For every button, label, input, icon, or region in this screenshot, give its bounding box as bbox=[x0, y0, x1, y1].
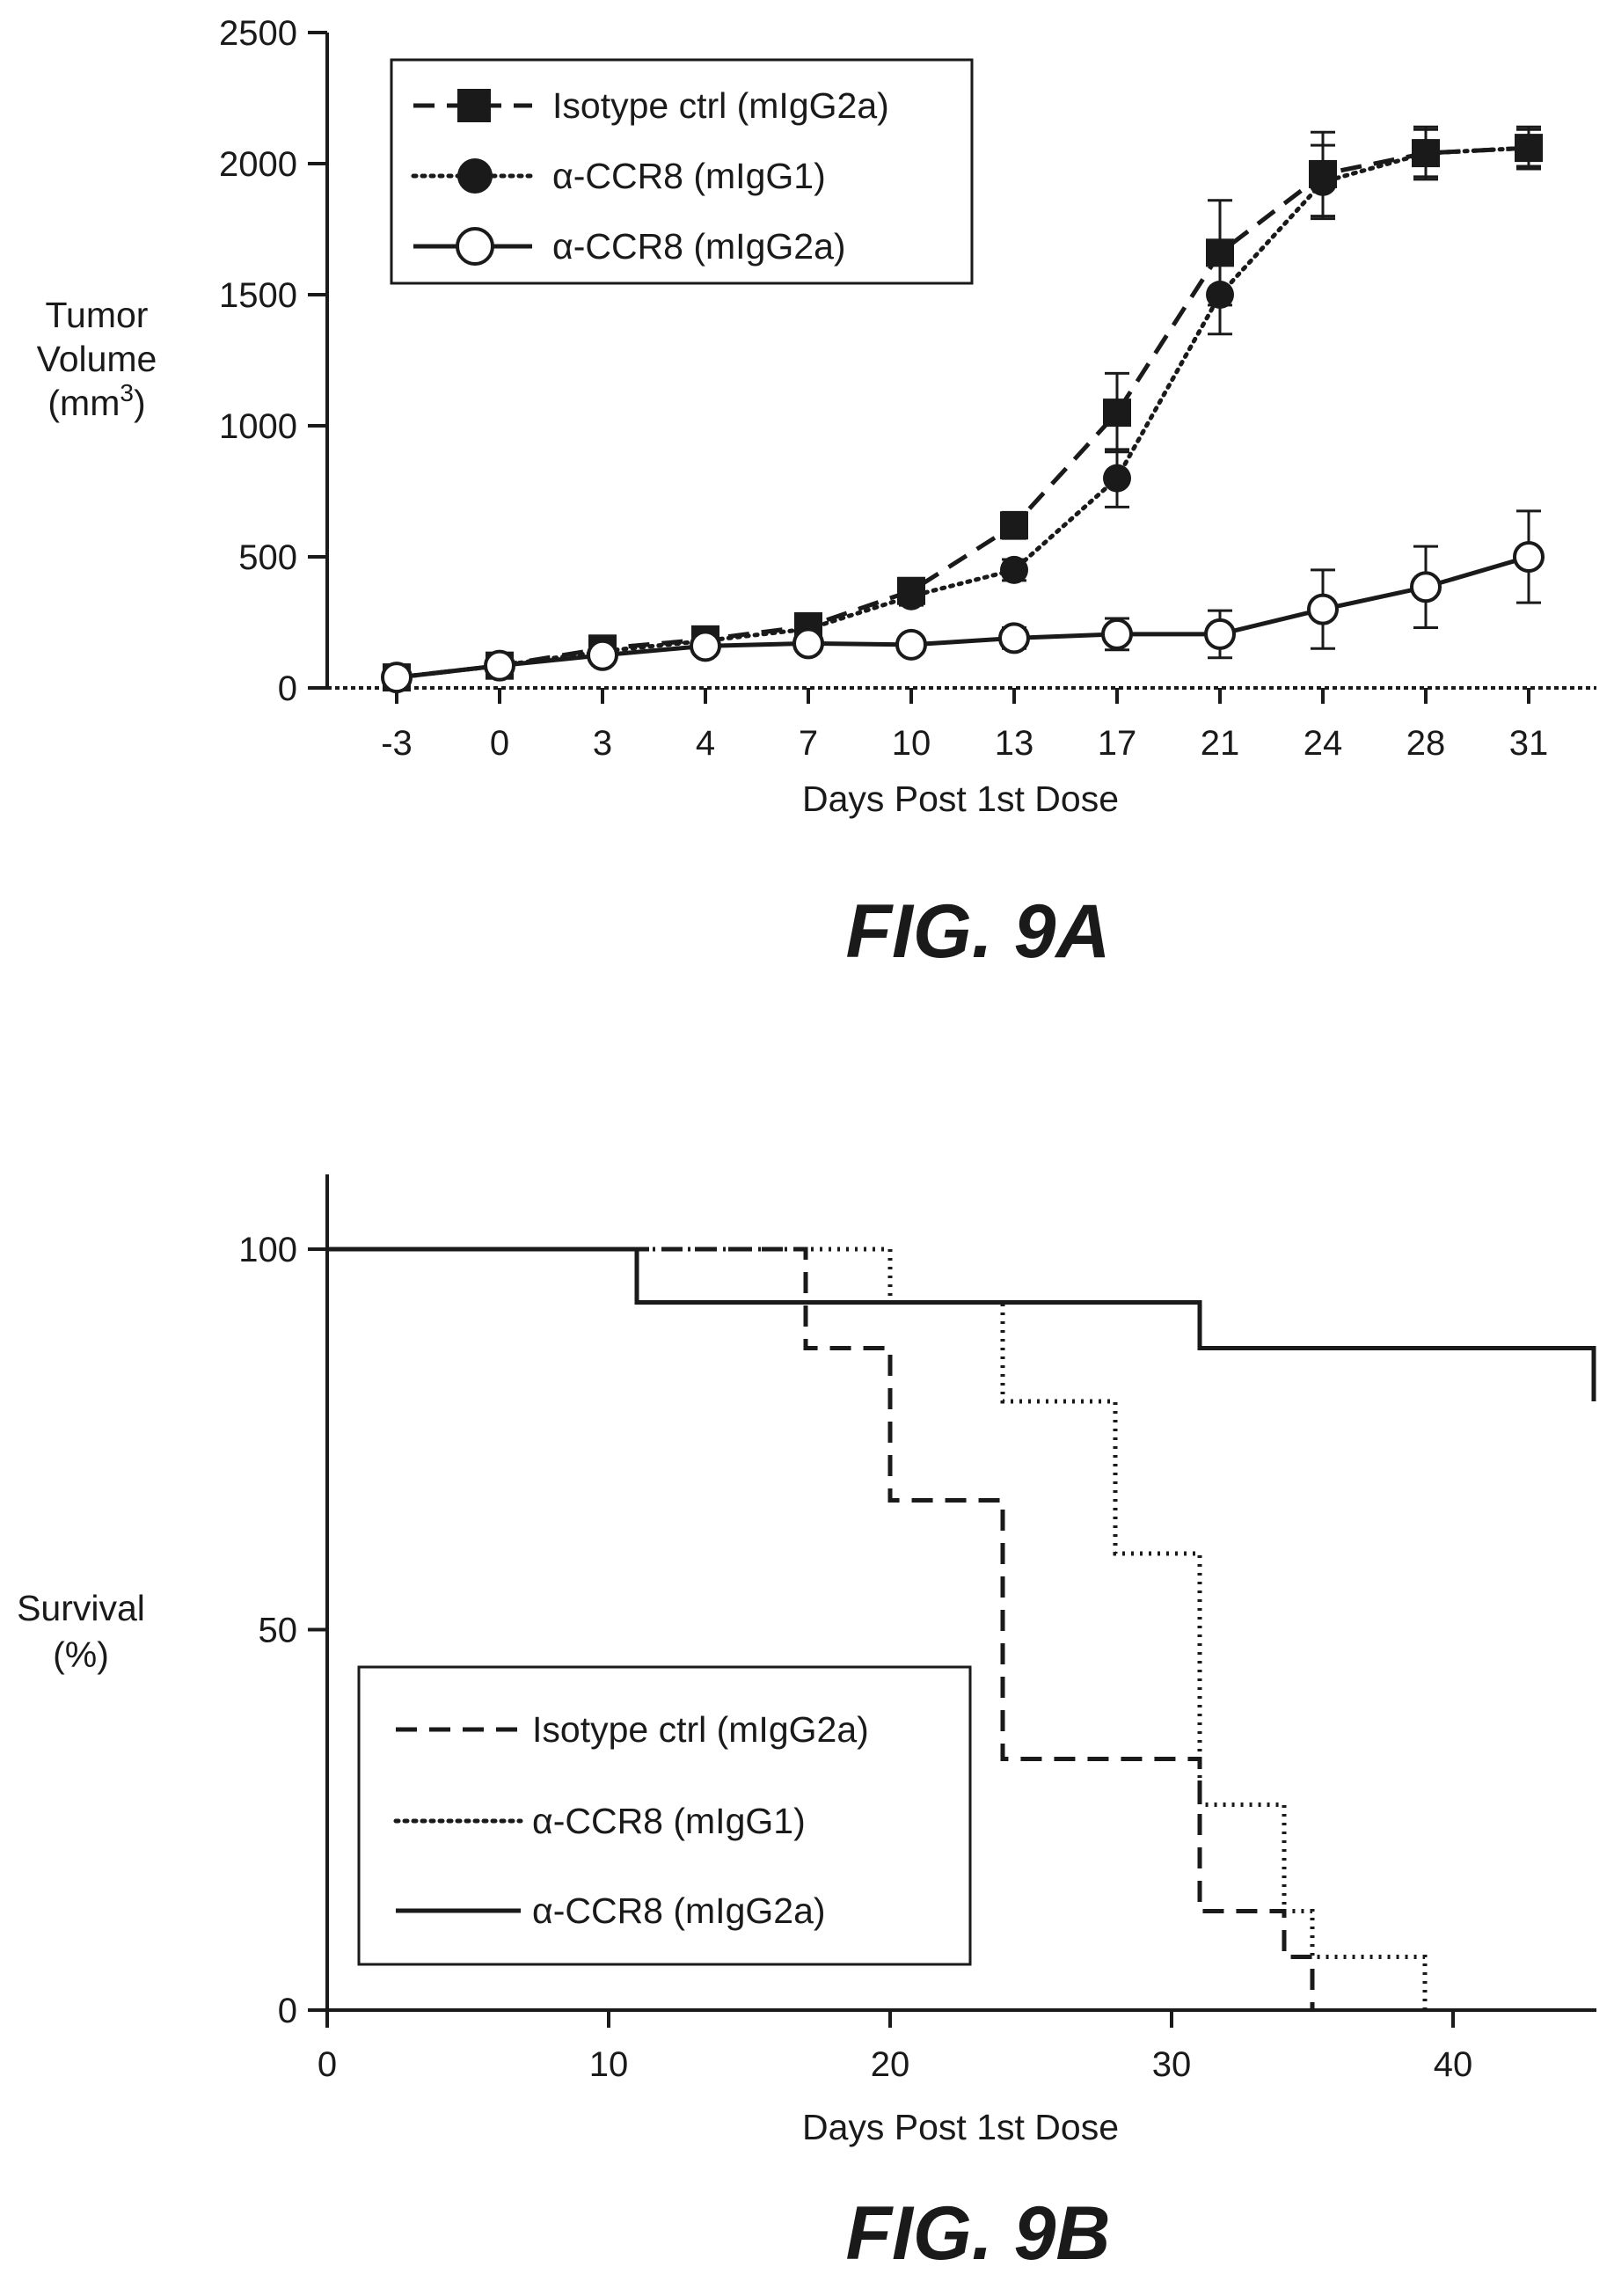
a-series-2 bbox=[381, 509, 1545, 694]
b-x-tick-label: 20 bbox=[871, 2045, 910, 2084]
b-axes: 0 50 100 0 10 20 30 40 bbox=[238, 1174, 1596, 2084]
a-y-tick-label: 500 bbox=[238, 538, 297, 577]
a-series-line bbox=[394, 145, 1531, 680]
tumor-volume-chart: 0 500 1000 1500 2000 2500 -3 0 3 4 7 10 13 17 21 24 28 31… bbox=[37, 14, 1596, 974]
b-survival-curve-2 bbox=[327, 1247, 1596, 1401]
a-legend-item-mIgG1: α-CCR8 (mIgG1) bbox=[411, 156, 826, 196]
a-y-tick-label: 2500 bbox=[219, 14, 297, 53]
b-legend-item-mIgG2a: α-CCR8 (mIgG2a) bbox=[396, 1890, 826, 1931]
b-legend: Isotype ctrl (mIgG2a) α-CCR8 (mIgG1) α-C… bbox=[357, 1665, 972, 1966]
b-y-tick-label: 100 bbox=[238, 1231, 297, 1269]
a-point-open-circle bbox=[587, 639, 618, 671]
a-legend-label-isotype: Isotype ctrl (mIgG2a) bbox=[552, 85, 889, 126]
a-y-tick-label: 1000 bbox=[219, 407, 297, 446]
a-point-open-circle bbox=[1410, 571, 1442, 603]
a-legend-item-mIgG2a: α-CCR8 (mIgG2a) bbox=[413, 226, 846, 267]
a-x-tick-label: 10 bbox=[892, 724, 931, 763]
a-point-square bbox=[1103, 399, 1131, 428]
b-legend-label-mIgG2a: α-CCR8 (mIgG2a) bbox=[532, 1890, 826, 1931]
a-point-open-circle bbox=[1307, 593, 1339, 625]
a-series-0 bbox=[383, 125, 1543, 692]
a-y-axis-title: Tumor Volume (mm3) bbox=[37, 295, 157, 423]
a-y-tick-label: 2000 bbox=[219, 145, 297, 184]
a-ylabel-line-2: Volume bbox=[37, 339, 157, 379]
a-y-tick-label: 1500 bbox=[219, 276, 297, 315]
b-ylabel-line-1: Survival bbox=[17, 1588, 145, 1628]
b-survival-curve-0 bbox=[327, 1247, 1315, 2010]
a-x-tick-label: 21 bbox=[1201, 724, 1240, 763]
a-x-tick-label: 31 bbox=[1509, 724, 1549, 763]
b-legend-box bbox=[357, 1665, 972, 1966]
a-legend-item-isotype: Isotype ctrl (mIgG2a) bbox=[413, 85, 889, 126]
a-legend-label-mIgG2a: α-CCR8 (mIgG2a) bbox=[552, 226, 846, 267]
a-x-tick-label: 4 bbox=[696, 724, 715, 763]
b-ylabel-line-2: (%) bbox=[53, 1634, 109, 1675]
b-y-tick-label: 0 bbox=[278, 1992, 297, 2030]
b-y-tick-label: 50 bbox=[259, 1612, 298, 1650]
a-point-open-circle bbox=[1101, 618, 1133, 650]
a-x-tick-label: -3 bbox=[381, 724, 413, 763]
survival-chart: 0 50 100 0 10 20 30 40 Survival (%) Days Post 1… bbox=[17, 1174, 1596, 2276]
a-point-square bbox=[1000, 511, 1028, 540]
b-survival-curve-1 bbox=[327, 1247, 1428, 2010]
a-legend-marker-open-circle bbox=[456, 227, 494, 266]
a-ylabel-line-1: Tumor bbox=[46, 295, 149, 335]
a-y-tick-label: 0 bbox=[278, 669, 297, 708]
a-x-tick-label: 0 bbox=[490, 724, 509, 763]
a-series-line bbox=[396, 145, 1530, 680]
a-legend-label-mIgG1: α-CCR8 (mIgG1) bbox=[552, 156, 826, 196]
b-legend-item-mIgG1: α-CCR8 (mIgG1) bbox=[393, 1801, 806, 1841]
a-x-tick-label: 7 bbox=[799, 724, 818, 763]
a-legend-box bbox=[390, 58, 974, 285]
a-point-filled-circle bbox=[1309, 167, 1337, 196]
b-legend-label-isotype: Isotype ctrl (mIgG2a) bbox=[532, 1709, 869, 1750]
a-point-open-circle bbox=[484, 649, 515, 682]
b-legend-item-isotype: Isotype ctrl (mIgG2a) bbox=[396, 1709, 869, 1750]
a-point-open-circle bbox=[792, 627, 824, 660]
a-ylabel-line-3: (mm3) bbox=[47, 379, 145, 423]
a-axes: 0 500 1000 1500 2000 2500 -3 0 3 4 7 10 13 17 21 24 28 31 bbox=[219, 14, 1596, 763]
a-point-filled-circle bbox=[1103, 464, 1131, 493]
a-point-open-circle bbox=[1513, 541, 1545, 573]
b-x-axis-title: Days Post 1st Dose bbox=[802, 2107, 1119, 2147]
a-point-open-circle bbox=[998, 622, 1030, 654]
a-point-open-circle bbox=[895, 628, 927, 661]
a-point-open-circle bbox=[690, 630, 721, 662]
b-y-axis-title: Survival (%) bbox=[17, 1588, 145, 1675]
a-point-filled-circle bbox=[1515, 134, 1543, 163]
a-point-filled-circle bbox=[1206, 281, 1234, 309]
a-legend: Isotype ctrl (mIgG2a) α-CCR8 (mIgG1) α-C… bbox=[390, 58, 974, 285]
a-point-open-circle bbox=[1204, 618, 1236, 650]
a-x-tick-label: 24 bbox=[1304, 724, 1343, 763]
b-x-tick-label: 40 bbox=[1434, 2045, 1473, 2084]
b-x-tick-label: 30 bbox=[1152, 2045, 1192, 2084]
a-x-tick-label: 13 bbox=[995, 724, 1034, 763]
a-series-line bbox=[396, 554, 1530, 680]
a-series-1 bbox=[383, 128, 1543, 692]
b-series-layer bbox=[327, 1247, 1596, 2010]
a-legend-marker-square bbox=[457, 89, 491, 122]
a-x-tick-label: 28 bbox=[1406, 724, 1446, 763]
a-x-tick-label: 17 bbox=[1098, 724, 1137, 763]
b-x-tick-label: 10 bbox=[589, 2045, 629, 2084]
fig-9a-label: FIG. 9A bbox=[845, 889, 1110, 974]
a-point-filled-circle bbox=[1000, 555, 1028, 584]
a-point-filled-circle bbox=[1412, 139, 1440, 168]
b-legend-label-mIgG1: α-CCR8 (mIgG1) bbox=[532, 1801, 806, 1841]
a-series-layer bbox=[381, 125, 1545, 694]
a-point-open-circle bbox=[381, 662, 413, 694]
a-x-tick-label: 3 bbox=[593, 724, 612, 763]
b-x-tick-label: 0 bbox=[318, 2045, 337, 2084]
a-legend-marker-filled-circle bbox=[457, 158, 493, 194]
fig-9b-label: FIG. 9B bbox=[845, 2191, 1110, 2276]
a-x-axis-title: Days Post 1st Dose bbox=[802, 779, 1119, 819]
a-point-filled-circle bbox=[897, 581, 925, 611]
